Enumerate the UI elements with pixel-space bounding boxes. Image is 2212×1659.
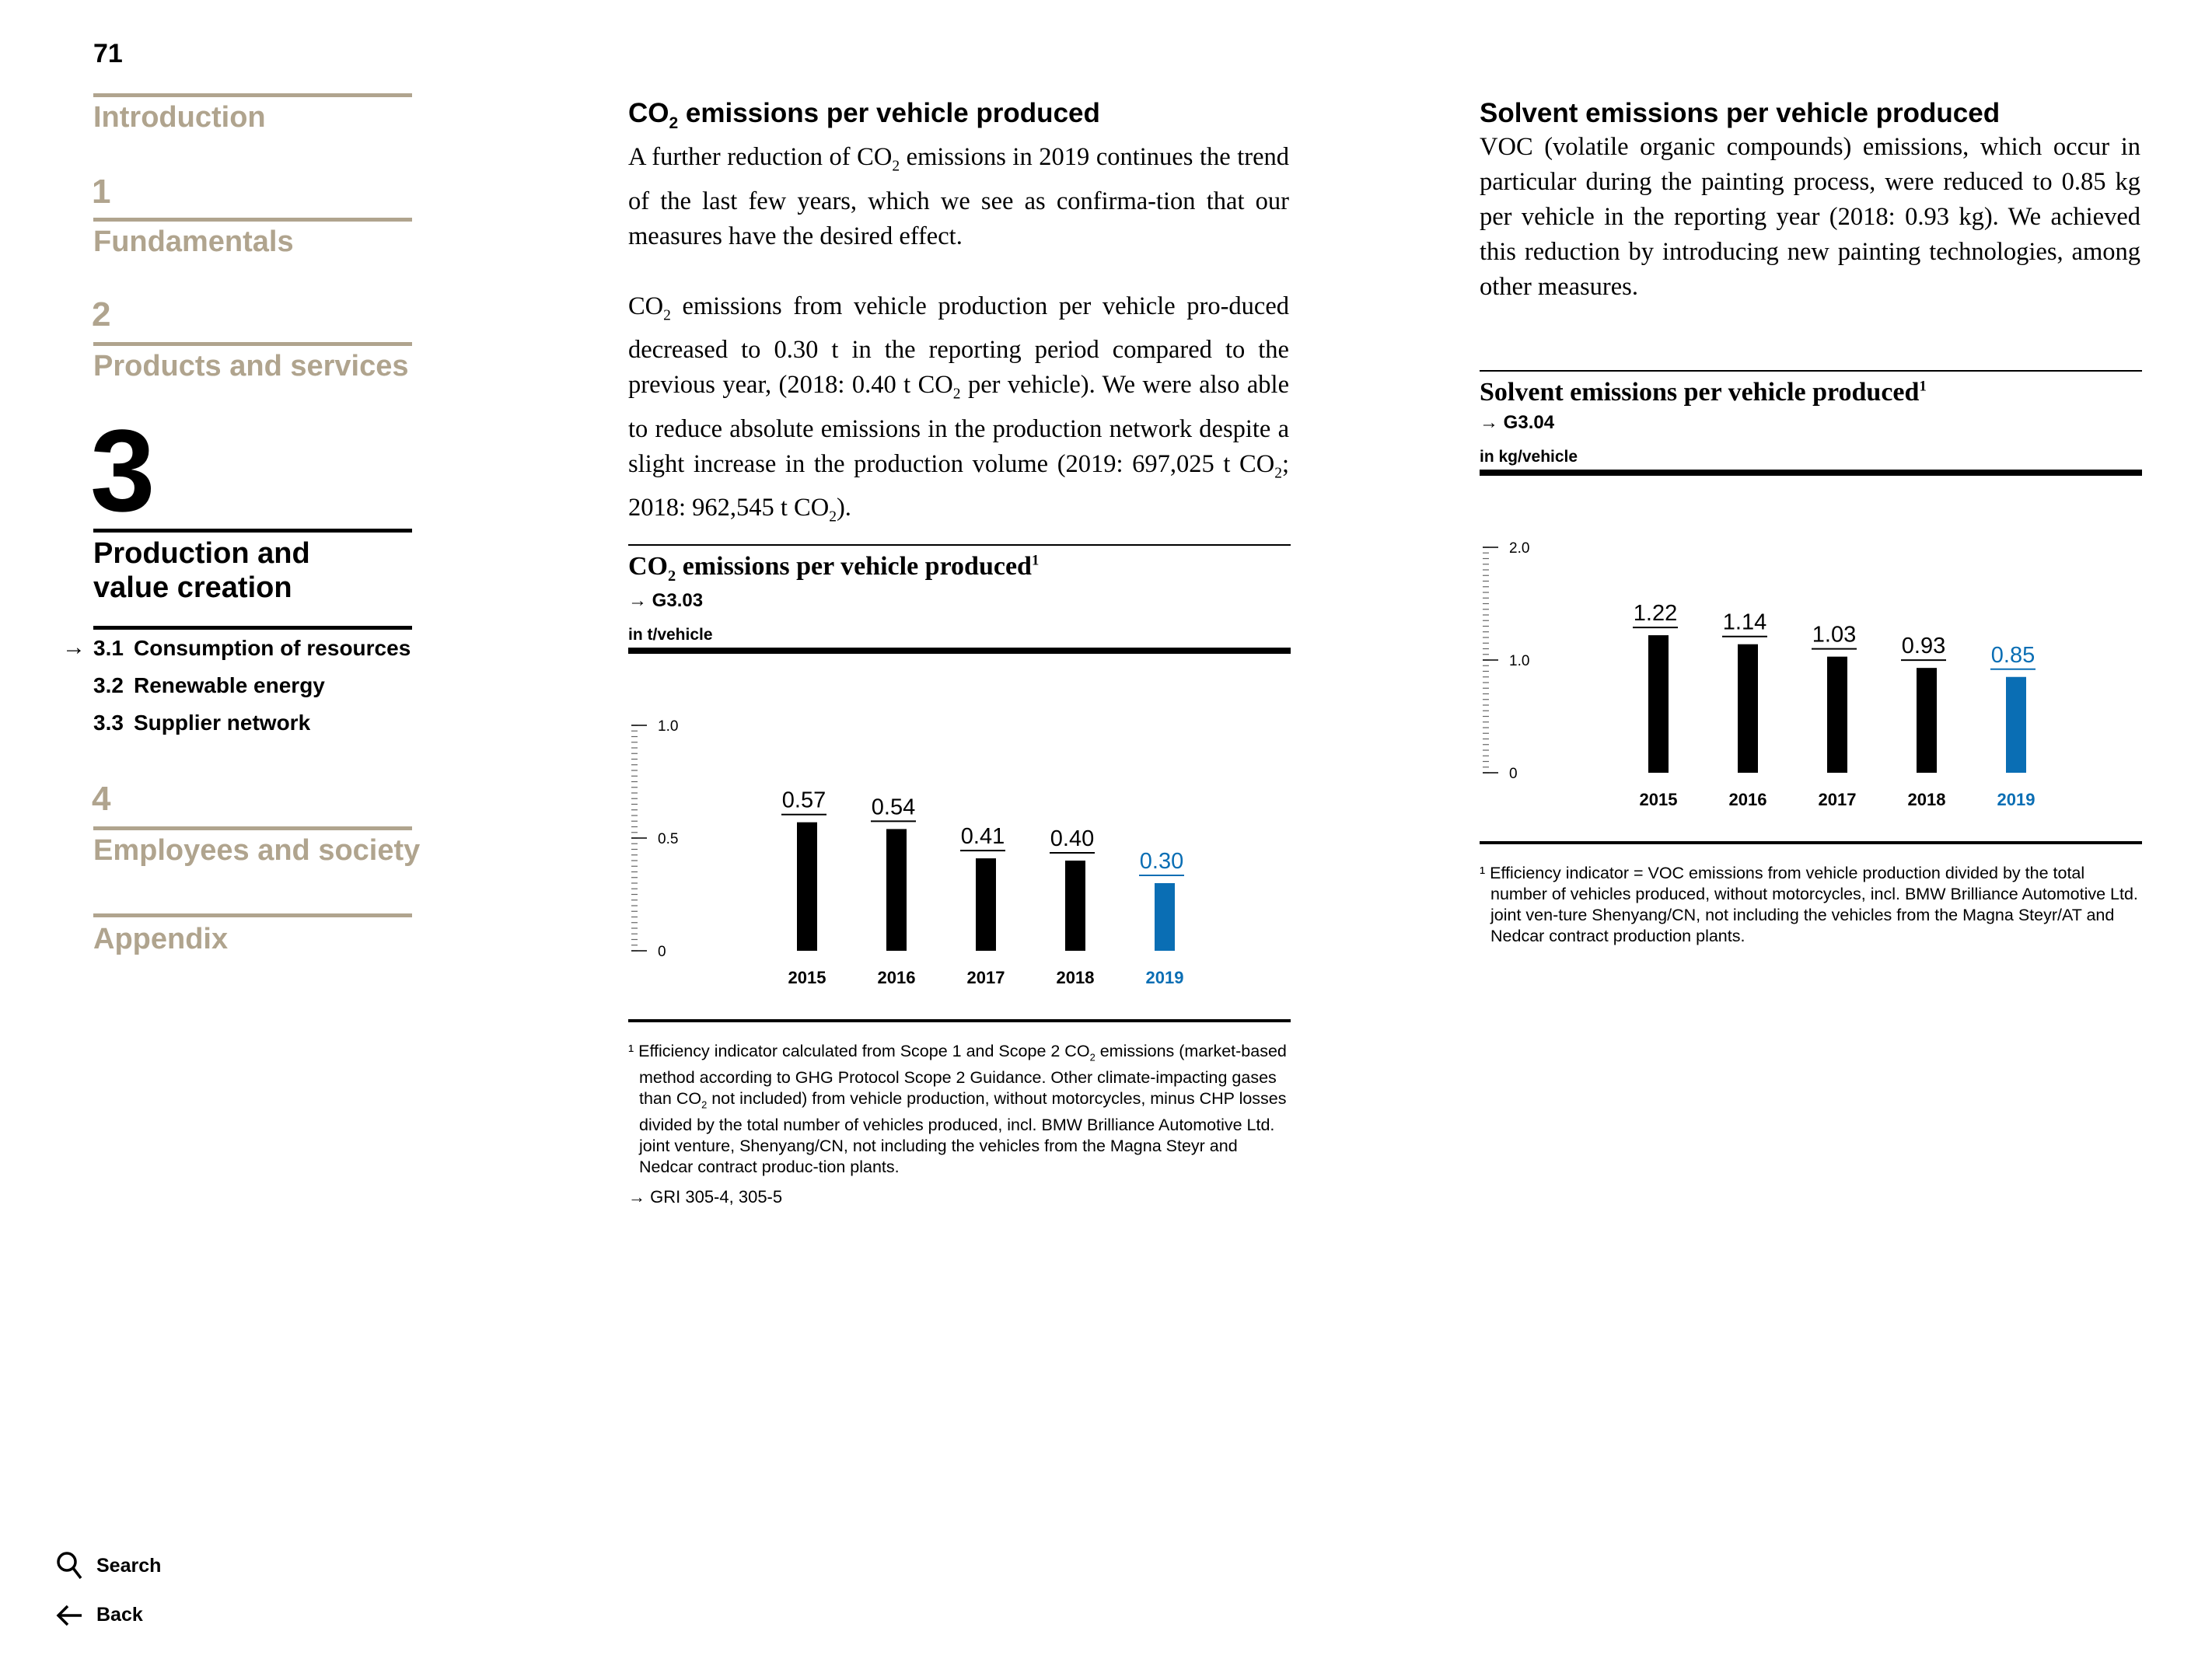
co2-chart-unit: in t/vehicle [628,625,713,644]
nav-divider [93,342,412,346]
active-item-arrow-icon: → [62,634,86,660]
co2-section: CO2 emissions per vehicle produced A fur… [628,97,1289,535]
nav-item-consumption-of-resources[interactable]: 3.1 Consumption of resources [93,636,411,661]
nav-divider [93,93,412,97]
nav-item-supplier-network[interactable]: 3.3 Supplier network [93,711,310,735]
nav-section-3-title-line2: value creation [93,571,292,604]
search-icon [57,1552,82,1580]
chart-bottom-rule [628,1018,1291,1022]
back-button[interactable]: Back [56,1604,143,1626]
co2-paragraph-1: A further reduction of CO2 emissions in … [628,143,1289,250]
page-number: 71 [93,39,123,68]
nav-section-1-number[interactable]: 1 [92,173,111,211]
co2-chart-reference: → G3.03 [628,589,704,611]
co2-bar-chart: 0 0.5 1.0 0.57 2015 0.54 2016 0.41 2017 0.40 2018 0… [631,718,1184,987]
solvent-chart-footnote: ¹ Efficiency indicator = VOC emissions f… [1480,864,2138,945]
nav-divider [93,913,412,917]
value-label-2019: 0.30 [1140,849,1183,874]
bar-2019 [2006,676,2026,773]
x-tick-label-2016: 2016 [878,968,916,987]
nav-item-label: Supplier network [134,711,311,735]
value-label-2017: 0.41 [961,824,1005,849]
value-label-2015: 1.22 [1634,601,1677,626]
solvent-chart-reference: → G3.04 [1480,412,1555,433]
nav-item-renewable-energy[interactable]: 3.2 Renewable energy [93,673,325,698]
back-label: Back [96,1604,143,1626]
solvent-chart-title: Solvent emissions per vehicle produced1 [1480,378,1927,407]
search-label: Search [96,1554,162,1577]
solvent-chart-unit: in kg/vehicle [1480,448,1578,466]
co2-chart-title: CO2 emissions per vehicle produced1 [628,552,1040,585]
nav-section-4-number[interactable]: 4 [92,780,111,818]
co2-section-heading: CO2 emissions per vehicle produced [628,98,1100,132]
y-tick-label: 0 [1509,766,1518,782]
nav-employees-and-society[interactable]: Employees and society [93,834,421,867]
bar-2016 [886,829,907,951]
y-tick-label: 2.0 [1509,540,1529,557]
gri-reference-link[interactable]: → GRI 305-4, 305-5 [628,1187,783,1207]
chart-header-rule [628,647,1291,654]
nav-divider [93,218,412,222]
x-tick-label-2018: 2018 [1057,968,1095,987]
y-tick-label: 0 [658,944,666,960]
bar-2015 [797,822,817,951]
bar-2017 [1827,656,1847,773]
nav-divider [93,626,412,630]
arrow-left-icon [56,1605,82,1626]
bar-2018 [1917,668,1937,773]
solvent-bar-chart: 0 1.0 2.0 1.22 2015 1.14 2016 1.03 2017 0.93 2018 0… [1483,540,2036,809]
co2-chart-block: CO2 emissions per vehicle produced1 → G3… [628,544,1291,1207]
x-tick-label-2016: 2016 [1729,790,1767,809]
co2-chart-footnote: ¹ Efficiency indicator calculated from S… [628,1041,1287,1177]
solvent-section: Solvent emissions per vehicle produced V… [1480,97,2140,305]
y-tick-label: 0.5 [658,831,678,847]
solvent-paragraph: VOC (volatile organic compounds) emissio… [1480,133,2140,301]
y-tick-label: 1.0 [1509,653,1529,669]
search-button[interactable]: Search [56,1551,161,1580]
nav-introduction[interactable]: Introduction [93,101,266,134]
nav-section-3-number[interactable]: 3 [90,405,156,536]
value-label-2018: 0.40 [1050,826,1094,851]
solvent-chart-block: Solvent emissions per vehicle produced1 … [1480,370,2142,947]
value-label-2016: 1.14 [1723,610,1766,635]
nav-appendix[interactable]: Appendix [93,923,229,955]
x-tick-label-2015: 2015 [1640,790,1678,809]
co2-paragraph-2: CO2 emissions from vehicle production pe… [628,292,1289,526]
bar-2017 [976,857,996,951]
chart-top-rule [1480,370,2142,372]
nav-item-number: 3.1 [93,636,124,660]
nav-fundamentals[interactable]: Fundamentals [93,225,294,258]
nav-products-and-services[interactable]: Products and services [93,350,409,382]
chart-header-rule [1480,470,2142,476]
x-tick-label-2017: 2017 [1819,790,1857,809]
nav-item-label: Renewable energy [134,673,325,697]
nav-production-and-value-creation[interactable]: Production and value creation [93,536,420,605]
solvent-section-heading: Solvent emissions per vehicle produced [1480,98,2001,128]
chart-bottom-rule [1480,841,2142,844]
bar-2018 [1065,860,1085,951]
nav-item-number: 3.2 [93,673,124,697]
x-tick-label-2019: 2019 [1997,790,2036,809]
nav-divider [93,826,412,830]
chart-top-rule [628,544,1291,546]
nav-section-2-number[interactable]: 2 [92,295,111,334]
nav-section-3-title-line1: Production and [93,537,310,570]
bar-2019 [1155,882,1175,951]
value-label-2017: 1.03 [1812,623,1856,648]
y-tick-label: 1.0 [658,718,678,735]
value-label-2018: 0.93 [1902,634,1945,658]
value-label-2016: 0.54 [872,795,915,819]
x-tick-label-2018: 2018 [1908,790,1946,809]
x-tick-label-2017: 2017 [967,968,1005,987]
nav-item-number: 3.3 [93,711,124,735]
bar-2016 [1738,644,1758,773]
nav-divider [93,529,412,533]
nav-item-label: Consumption of resources [134,636,411,660]
x-tick-label-2015: 2015 [788,968,826,987]
value-label-2015: 0.57 [782,788,826,812]
bar-2015 [1648,635,1669,773]
x-tick-label-2019: 2019 [1146,968,1184,987]
value-label-2019: 0.85 [1991,643,2035,668]
